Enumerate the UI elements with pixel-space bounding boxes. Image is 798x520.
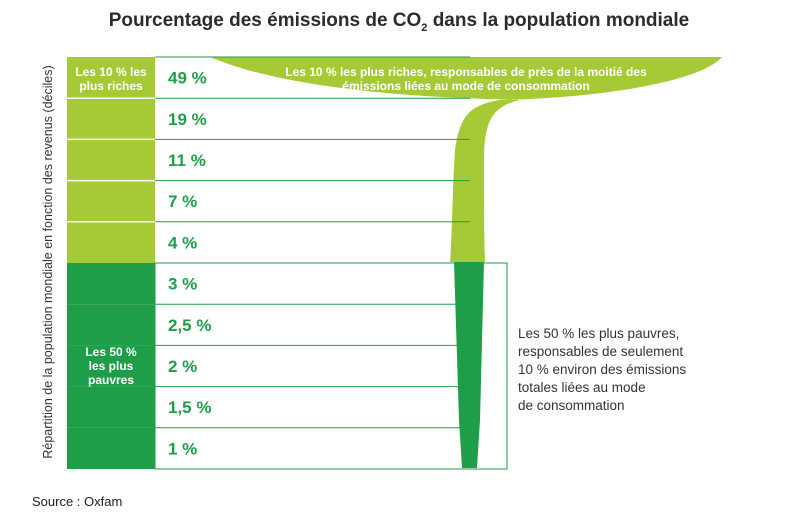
emissions-funnel-poor (454, 262, 484, 468)
annotation-poorest: totales liées au mode (518, 380, 646, 395)
decile-label-cell (67, 221, 155, 263)
decile-value-label: 1,5 % (168, 398, 211, 417)
decile-value-label: 1 % (168, 439, 197, 458)
annotation-poorest: 10 % environ des émissions (518, 362, 686, 377)
decile-value-label: 3 % (168, 275, 197, 294)
decile-value-label: 19 % (168, 110, 207, 129)
decile-value-label: 7 % (168, 192, 197, 211)
decile-label-cell (67, 180, 155, 222)
decile-value-label: 4 % (168, 233, 197, 252)
decile-label-cell (67, 98, 155, 140)
decile-label-cell (67, 386, 155, 428)
emissions-funnel-rich (210, 57, 722, 262)
decile-label-cell (67, 139, 155, 181)
decile-label-cell (67, 57, 155, 99)
annotation-poorest: responsables de seulement (518, 344, 683, 359)
group-label-poorest: Les 50 % (85, 345, 137, 359)
group-label-richest: plus riches (79, 79, 143, 93)
annotation-richest: Les 10 % les plus riches, responsables d… (285, 65, 647, 79)
decile-label-cell (67, 345, 155, 387)
group-label-poorest: pauvres (88, 373, 134, 387)
chart-title: Pourcentage des émissions de CO2 dans la… (108, 10, 690, 34)
source-note: Source : Oxfam (32, 494, 123, 509)
group-label-poorest: les plus (89, 359, 134, 373)
decile-value-label: 2 % (168, 357, 197, 376)
decile-value-label: 2,5 % (168, 316, 211, 335)
annotation-poorest: de consommation (518, 398, 625, 413)
decile-label-cell (67, 263, 155, 305)
decile-label-cell (67, 304, 155, 346)
decile-value-label: 49 % (168, 69, 207, 88)
decile-value-label: 11 % (168, 151, 206, 170)
decile-label-cell (67, 427, 155, 469)
group-label-richest: Les 10 % les (75, 65, 147, 79)
poor-outline-box (154, 262, 508, 470)
annotation-richest: émissions liées au mode de consommation (342, 79, 589, 93)
annotation-poorest: Les 50 % les plus pauvres, (518, 326, 679, 341)
